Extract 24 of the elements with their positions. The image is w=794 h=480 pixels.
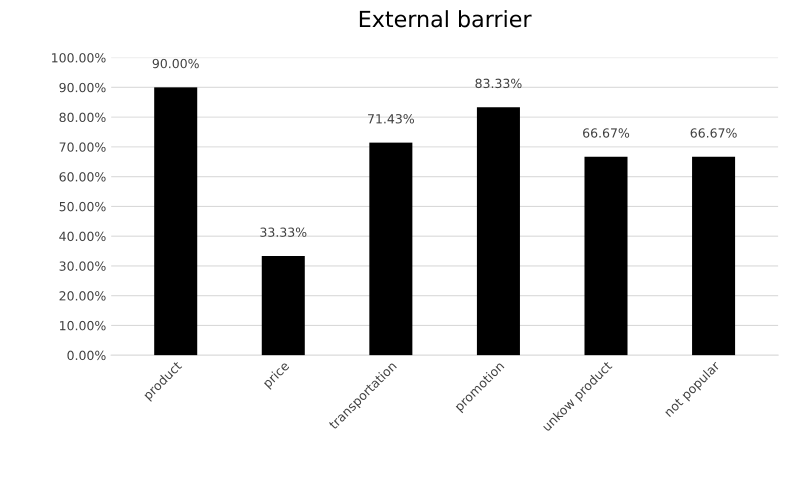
bar [584, 156, 628, 356]
chart-title: External barrier [360, 10, 532, 28]
y-tick-label: 30.00% [60, 261, 106, 271]
bar [154, 87, 198, 356]
y-tick-label: 40.00% [59, 232, 106, 242]
y-tick-label: 10.00% [60, 320, 106, 330]
data-label: 71.43% [368, 114, 414, 124]
bar [692, 156, 736, 356]
y-tick-label: 90.00% [59, 82, 106, 92]
data-label: 66.67% [690, 128, 737, 138]
data-label: 33.33% [260, 227, 306, 237]
y-tick-label: 50.00% [60, 202, 106, 212]
data-label: 83.33% [475, 78, 522, 88]
bar [476, 107, 520, 356]
bar [369, 142, 412, 356]
y-tick-label: 60.00% [60, 172, 106, 182]
y-tick-label: 20.00% [60, 291, 106, 301]
data-label: 66.67% [583, 128, 630, 138]
y-tick-label: 80.00% [59, 112, 106, 122]
y-tick-label: 100.00% [52, 53, 106, 63]
y-tick-label: 0.00% [67, 350, 106, 360]
data-label: 90.00% [152, 58, 199, 68]
bar [262, 256, 305, 356]
y-tick-label: 70.00% [60, 142, 106, 152]
